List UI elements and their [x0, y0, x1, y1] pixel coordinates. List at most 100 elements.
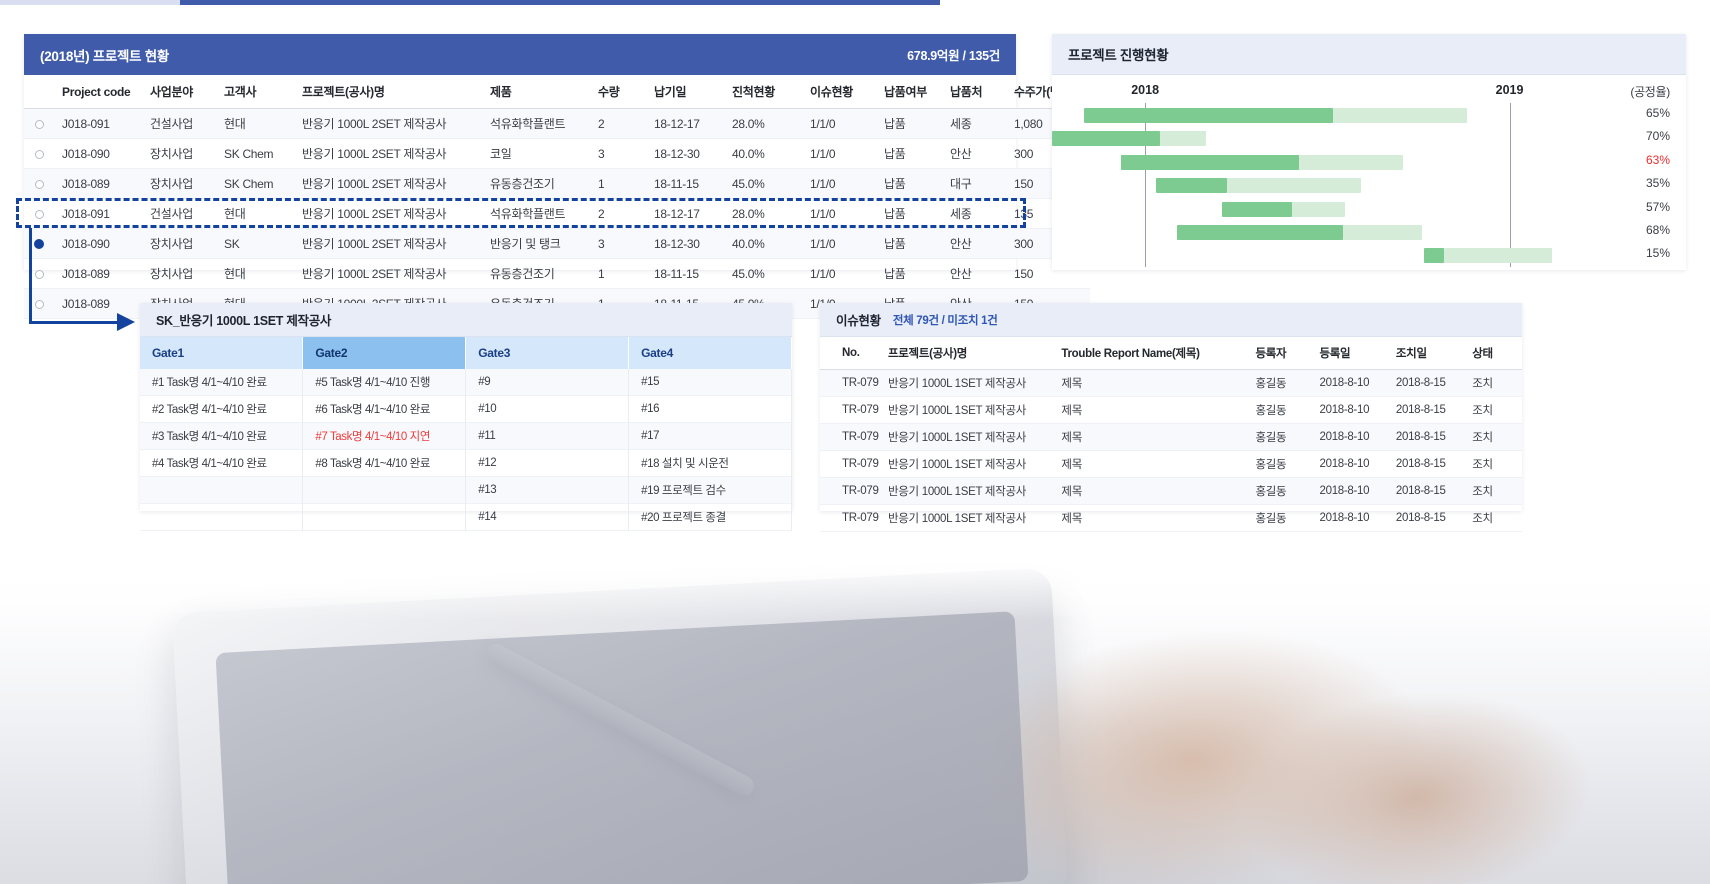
radio-unselected-icon[interactable] — [34, 119, 44, 129]
cell-delivery: 납품 — [884, 237, 906, 251]
col-delivery-place[interactable]: 납품처 — [946, 75, 1010, 109]
cell-progress: 45.0% — [732, 176, 765, 191]
table-row[interactable]: J018-091 건설사업 현대 반응기 1000L 2SET 제작공사 석유화학플랜트… — [24, 108, 1090, 139]
row-select-radio[interactable] — [24, 259, 54, 289]
table-row[interactable]: J018-089 장치사업 SK Chem 반응기 1000L 2SET 제작공사 유동… — [24, 168, 1090, 199]
gate-col-1[interactable]: Gate1 — [140, 337, 304, 369]
issue-cell-status: 조치 — [1472, 378, 1493, 390]
row-select-radio[interactable] — [24, 199, 54, 229]
gantt-progress-label: 70% — [1645, 129, 1670, 144]
table-row[interactable]: TR-079 반응기 1000L 1SET 제작공사 제목 홍길동 2018-8-10 2… — [820, 505, 1522, 532]
project-progress-panel: 프로젝트 진행현황 (공정율) 2018 2019 65% 70% 63% 35% 57%… — [1052, 34, 1686, 270]
gantt-progress-label: 63% — [1645, 152, 1670, 167]
issue-cell-regdate: 2018-8-10 — [1319, 404, 1370, 416]
select-column-header — [24, 75, 54, 109]
table-row[interactable]: #1 Task명 4/1~4/10 완료 #5 Task명 4/1~4/10 진행… — [140, 369, 792, 396]
table-row[interactable]: #3 Task명 4/1~4/10 완료 #7 Task명 4/1~4/10 지연… — [140, 422, 792, 450]
cell-project-name: 반응기 1000L 2SET 제작공사 — [302, 177, 447, 191]
radio-selected-icon[interactable] — [34, 239, 44, 250]
issue-cell-no: TR-079 — [842, 377, 879, 389]
row-select-radio[interactable] — [24, 139, 54, 169]
col-business-field[interactable]: 사업분야 — [146, 75, 220, 109]
gate3-cell: #12 — [465, 449, 630, 477]
gantt-progress-bar — [1222, 201, 1292, 217]
issue-col-regdate[interactable]: 등록일 — [1315, 337, 1392, 370]
cell-due-date: 18-11-15 — [654, 266, 699, 281]
table-row[interactable]: TR-079 반응기 1000L 1SET 제작공사 제목 홍길동 2018-8-10 2… — [820, 397, 1522, 424]
cell-customer: 현대 — [224, 117, 246, 131]
issue-cell-no: TR-079 — [842, 404, 879, 416]
col-issue-status[interactable]: 이슈현황 — [806, 75, 880, 109]
issue-col-user[interactable]: 등록자 — [1251, 337, 1316, 370]
table-row[interactable]: J018-089 장치사업 현대 반응기 1000L 2SET 제작공사 유동층건조기 1… — [24, 259, 1090, 289]
row-select-radio[interactable] — [24, 289, 54, 319]
gate3-cell: #9 — [465, 369, 630, 396]
gantt-progress-bar — [1083, 108, 1333, 123]
col-due-date[interactable]: 납기일 — [650, 75, 728, 109]
table-row[interactable]: TR-079 반응기 1000L 1SET 제작공사 제목 홍길동 2018-8-10 2… — [820, 477, 1522, 505]
col-delivery[interactable]: 납품여부 — [880, 75, 946, 109]
table-row[interactable]: J018-090 장치사업 SK Chem 반응기 1000L 2SET 제작공사 코일… — [24, 139, 1090, 169]
radio-unselected-icon[interactable] — [34, 269, 44, 279]
top-accent-left — [0, 0, 180, 5]
table-row[interactable]: #2 Task명 4/1~4/10 완료 #6 Task명 4/1~4/10 완료… — [140, 395, 792, 423]
cell-progress: 40.0% — [732, 146, 765, 161]
col-progress[interactable]: 진척현황 — [728, 75, 806, 109]
table-row[interactable]: TR-079 반응기 1000L 1SET 제작공사 제목 홍길동 2018-8-10 2… — [820, 451, 1522, 478]
issue-cell-trouble: 제목 — [1061, 513, 1082, 525]
radio-unselected-icon[interactable] — [34, 209, 44, 219]
issue-cell-project: 반응기 1000L 1SET 제작공사 — [888, 459, 1027, 471]
table-row[interactable]: TR-079 반응기 1000L 1SET 제작공사 제목 홍길동 2018-8-10 2… — [820, 423, 1522, 451]
issue-cell-actdate: 2018-8-15 — [1395, 458, 1446, 470]
cell-quantity: 1 — [598, 176, 605, 191]
cell-delivery: 납품 — [884, 117, 906, 131]
table-row[interactable]: #14 #20 프로젝트 종결 — [140, 503, 792, 531]
cell-delivery-place: 대구 — [950, 177, 972, 191]
issue-col-actdate[interactable]: 조치일 — [1391, 337, 1469, 370]
cell-due-date: 18-11-15 — [654, 176, 699, 191]
row-select-radio[interactable] — [24, 109, 54, 139]
table-row[interactable]: J018-090 장치사업 SK 반응기 1000L 2SET 제작공사 반응기 및 탱… — [24, 228, 1090, 259]
gantt-row: 57% — [1052, 197, 1686, 220]
issue-cell-project: 반응기 1000L 1SET 제작공사 — [888, 486, 1027, 498]
cell-order-price: 300 — [1014, 236, 1034, 251]
issue-cell-status: 조치 — [1472, 459, 1493, 471]
gate1-cell — [140, 503, 304, 531]
cell-delivery: 납품 — [884, 267, 906, 281]
cell-issue: 1/1/0 — [810, 146, 836, 161]
cell-issue: 1/1/0 — [810, 116, 836, 131]
issue-cell-trouble: 제목 — [1061, 432, 1082, 444]
issue-col-trouble[interactable]: Trouble Report Name(제목) — [1057, 337, 1252, 370]
issue-col-status[interactable]: 상태 — [1468, 337, 1522, 370]
cell-delivery: 납품 — [884, 147, 906, 161]
gate-col-3[interactable]: Gate3 — [465, 337, 630, 369]
gate-col-2[interactable]: Gate2 — [302, 337, 467, 369]
radio-unselected-icon[interactable] — [34, 299, 44, 309]
col-quantity[interactable]: 수량 — [594, 75, 650, 109]
issue-col-project[interactable]: 프로젝트(공사)명 — [884, 337, 1058, 370]
col-project-code[interactable]: Project code — [54, 75, 146, 109]
col-customer[interactable]: 고객사 — [220, 75, 298, 109]
issue-cell-user: 홍길동 — [1255, 513, 1287, 525]
col-product[interactable]: 제품 — [486, 75, 594, 109]
table-row[interactable]: J018-091 건설사업 현대 반응기 1000L 2SET 제작공사 석유화학플랜트… — [24, 199, 1090, 229]
issue-cell-regdate: 2018-8-10 — [1319, 512, 1370, 524]
gantt-row: 35% — [1052, 173, 1686, 196]
gantt-gridline-2018 — [1145, 103, 1147, 267]
radio-unselected-icon[interactable] — [34, 149, 44, 159]
detail-connector-arrow-icon — [117, 313, 135, 331]
row-select-radio[interactable] — [24, 169, 54, 199]
row-select-radio[interactable] — [24, 229, 54, 259]
radio-unselected-icon[interactable] — [34, 179, 44, 189]
gate-col-4[interactable]: Gate4 — [628, 337, 792, 369]
table-row[interactable]: #4 Task명 4/1~4/10 완료 #8 Task명 4/1~4/10 완료… — [140, 449, 792, 477]
issue-cell-project: 반응기 1000L 1SET 제작공사 — [888, 432, 1027, 444]
issue-cell-status: 조치 — [1472, 486, 1493, 498]
issue-cell-actdate: 2018-8-15 — [1395, 512, 1446, 524]
issue-cell-regdate: 2018-8-10 — [1319, 377, 1370, 389]
issue-col-no[interactable]: No. — [820, 337, 884, 370]
table-row[interactable]: TR-079 반응기 1000L 1SET 제작공사 제목 홍길동 2018-8-10 2… — [820, 369, 1522, 397]
col-project-name[interactable]: 프로젝트(공사)명 — [298, 75, 486, 109]
cell-project-code: J018-091 — [62, 116, 110, 131]
table-row[interactable]: #13 #19 프로젝트 검수 — [140, 476, 792, 504]
